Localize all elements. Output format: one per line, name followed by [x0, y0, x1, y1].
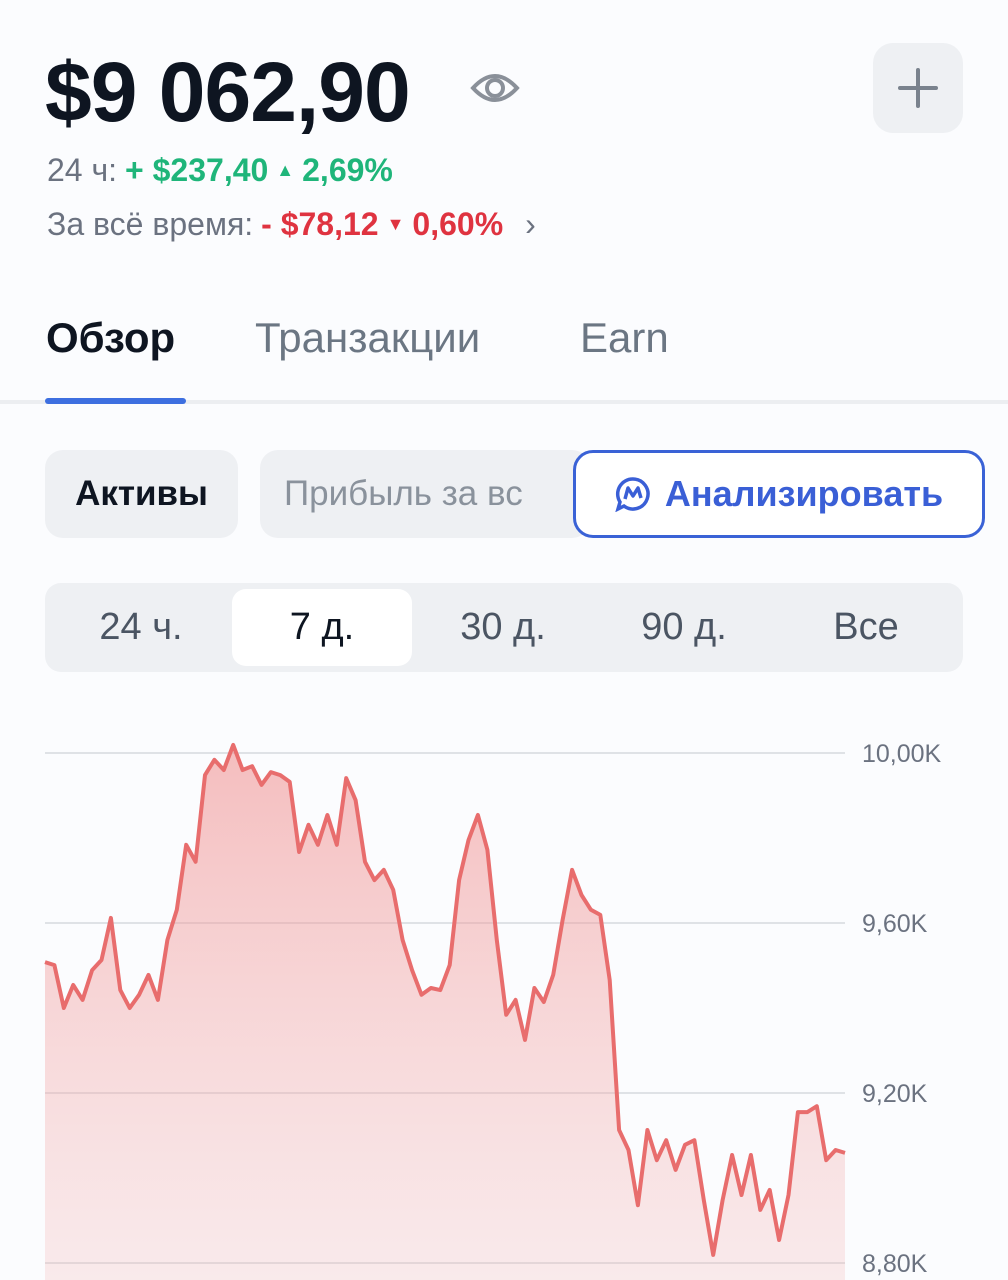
add-button[interactable]	[873, 43, 963, 133]
change-24h-label: 24 ч:	[47, 152, 118, 188]
ai-chat-icon	[615, 477, 650, 512]
y-tick-label: 8,80K	[862, 1250, 928, 1278]
tab-transactions[interactable]: Транзакции	[255, 314, 481, 361]
assets-chip[interactable]: Активы	[45, 450, 238, 538]
change-all-percent: 0,60%	[412, 206, 504, 242]
plus-icon	[898, 68, 938, 108]
period-24h[interactable]: 24 ч.	[99, 606, 183, 648]
period-selector: 24 ч. 7 д. 30 д. 90 д. Все	[45, 583, 963, 672]
balance-amount: $9 062,90	[45, 45, 411, 139]
tab-overview[interactable]: Обзор	[46, 314, 176, 361]
change-24h-percent: 2,69%	[302, 152, 393, 188]
chart-area-fill	[45, 744, 845, 1280]
tab-earn[interactable]: Earn	[580, 314, 669, 361]
portfolio-chart[interactable]: 10,00K 9,60K 9,20K 8,80K	[0, 720, 1008, 1280]
profit-chip[interactable]: Прибыль за вс	[260, 450, 590, 538]
analyze-button[interactable]: Анализировать	[573, 450, 985, 538]
change-all-time[interactable]: За всё время: - $78,12 ▼ 0,60% ›	[47, 206, 536, 243]
change-all-amount: - $78,12	[261, 206, 379, 242]
y-tick-label: 9,60K	[862, 910, 928, 938]
period-90d[interactable]: 90 д.	[641, 606, 727, 648]
eye-icon[interactable]	[470, 68, 520, 108]
y-tick-label: 10,00K	[862, 740, 942, 768]
active-tab-indicator	[45, 398, 186, 404]
change-all-label: За всё время:	[47, 206, 254, 242]
period-7d[interactable]: 7 д.	[232, 589, 412, 666]
change-24h: 24 ч: + $237,40 ▲ 2,69%	[47, 152, 393, 189]
tab-bar: Обзор Транзакции Earn	[0, 300, 1008, 404]
chevron-right-icon: ›	[525, 206, 536, 242]
analyze-label: Анализировать	[664, 473, 944, 514]
change-24h-amount: + $237,40	[125, 152, 269, 188]
chart-line	[44, 742, 846, 1257]
period-30d[interactable]: 30 д.	[460, 606, 546, 648]
y-tick-label: 9,20K	[862, 1080, 928, 1108]
triangle-down-icon: ▼	[386, 214, 405, 234]
triangle-up-icon: ▲	[276, 160, 295, 180]
period-all[interactable]: Все	[833, 606, 899, 648]
